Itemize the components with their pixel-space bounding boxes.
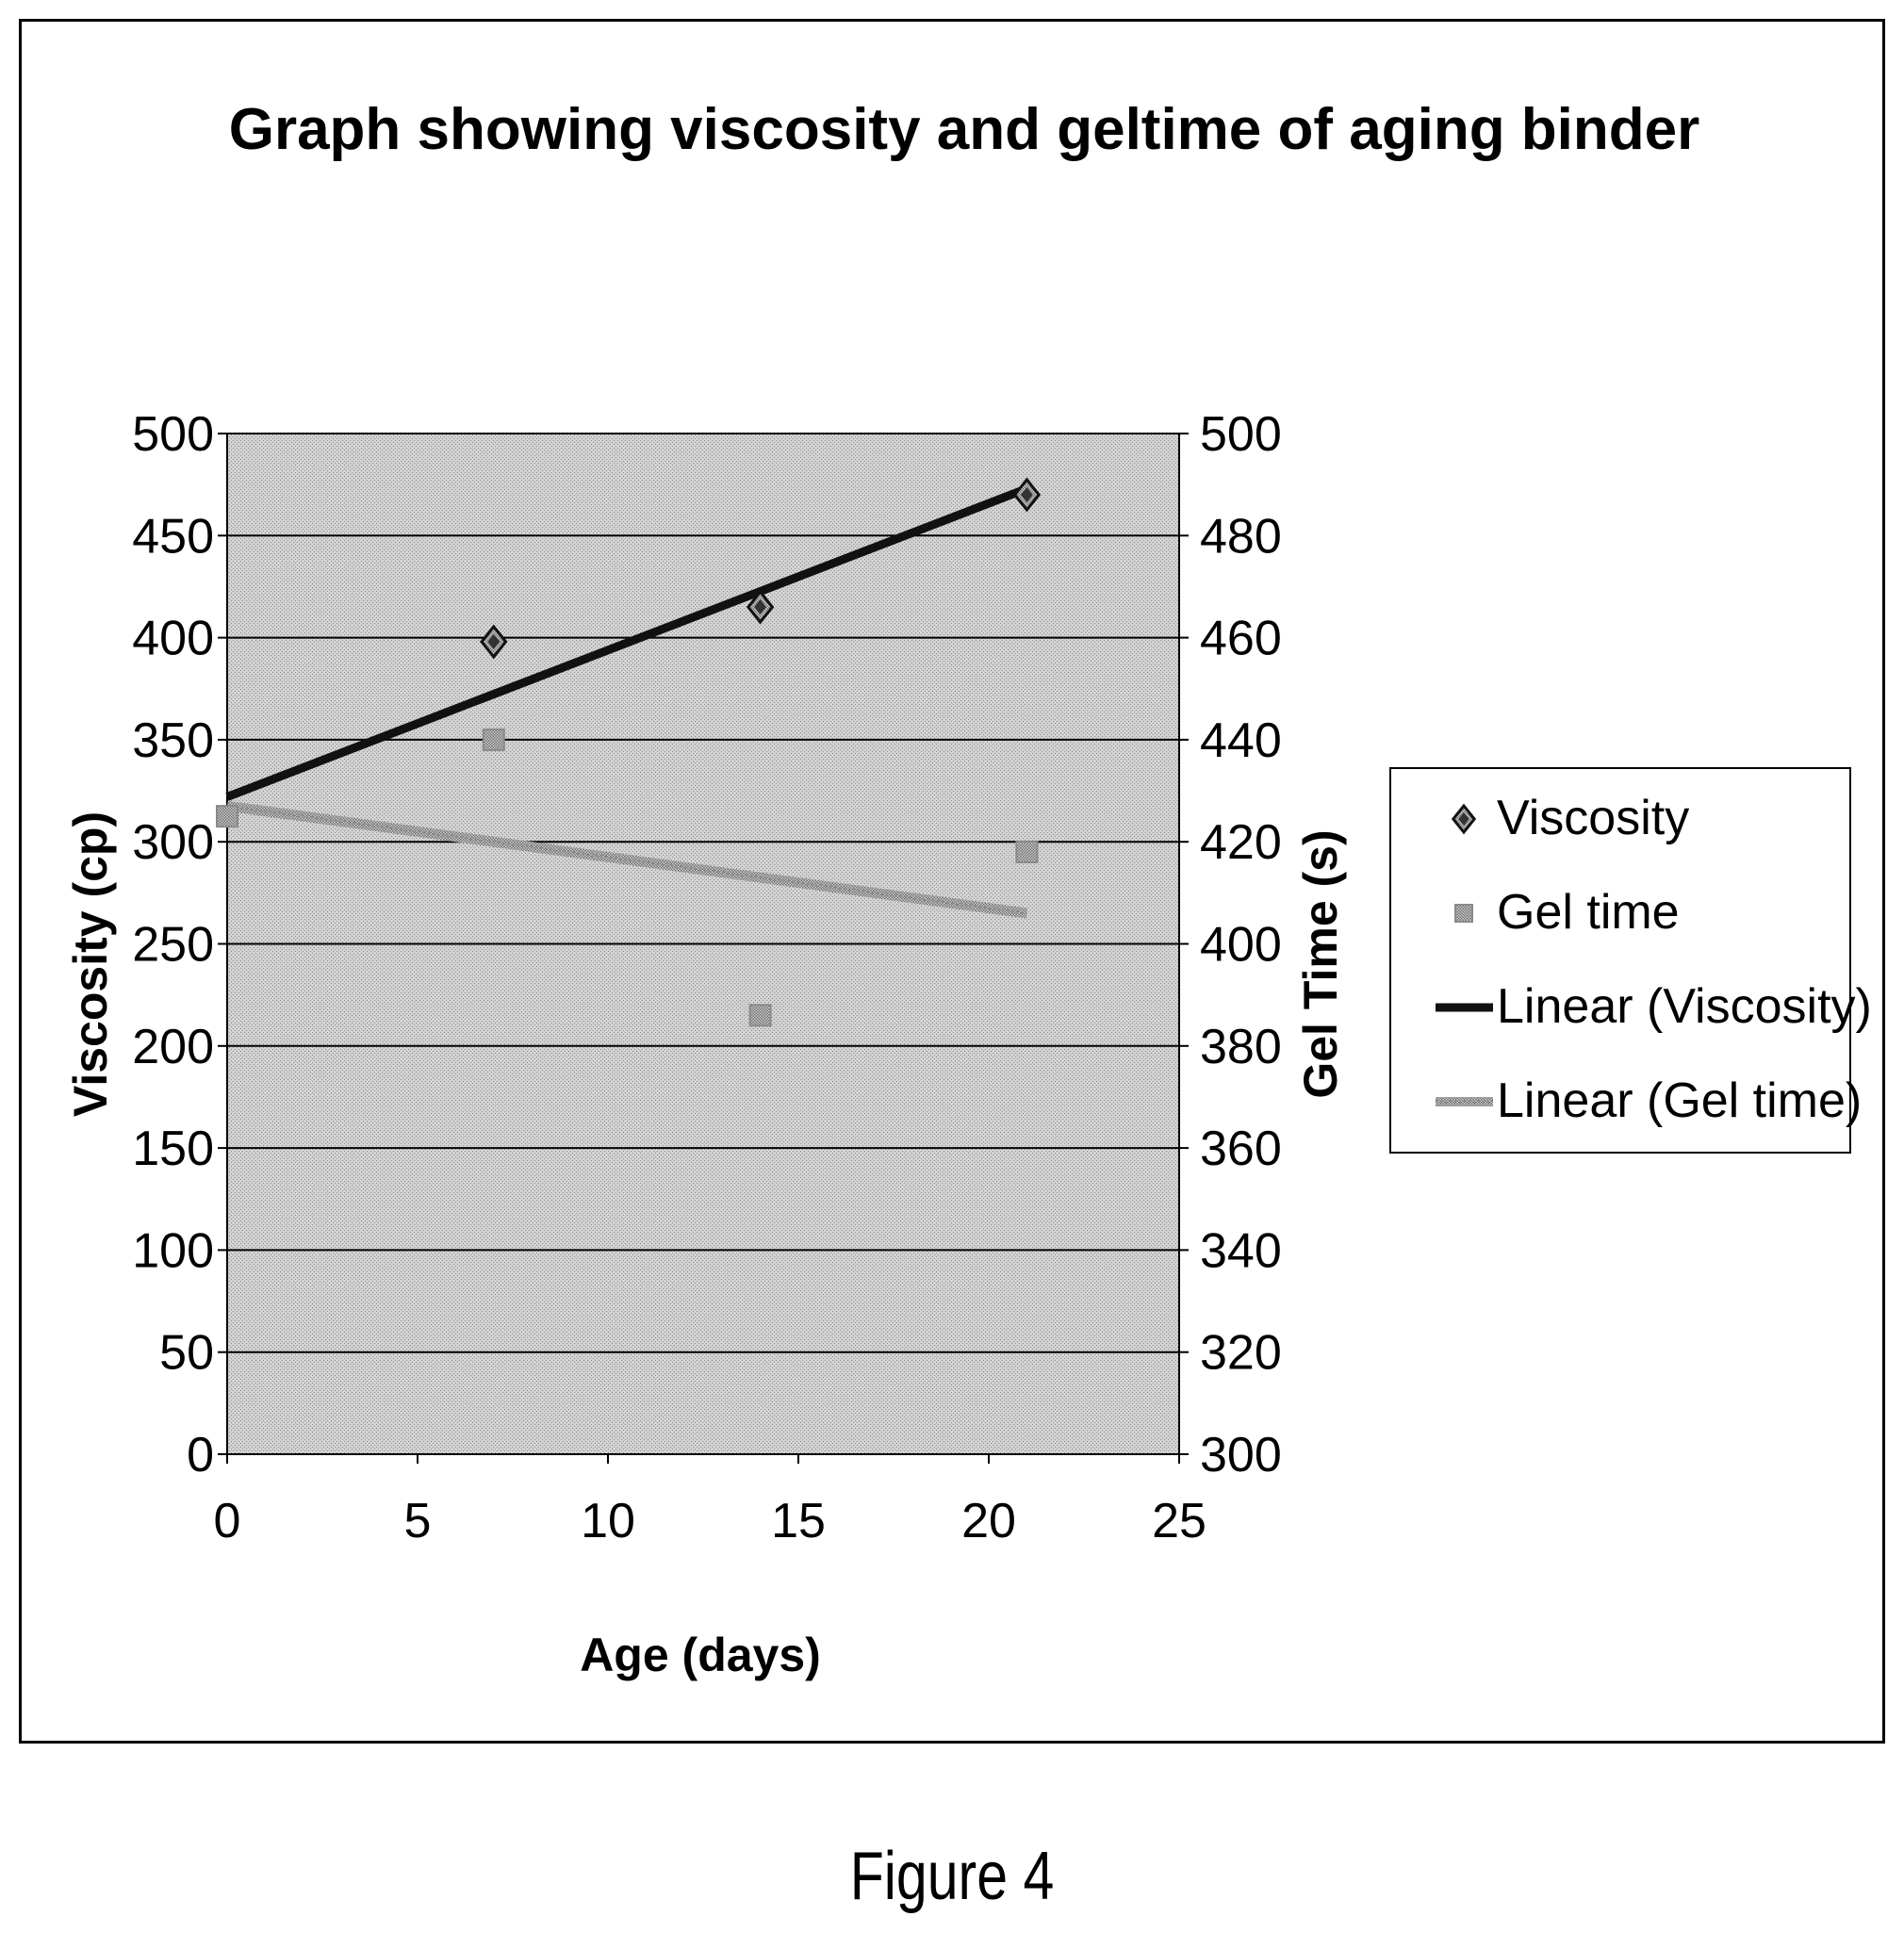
gel-time-point <box>482 728 505 751</box>
y-tick-label: 500 <box>132 407 214 462</box>
x-tick-label: 15 <box>771 1494 826 1548</box>
y2-tick-label: 380 <box>1200 1020 1282 1074</box>
y-axis-title: Viscosity (cp) <box>64 811 117 1117</box>
gel-time-point <box>748 1004 772 1027</box>
trendline-viscosity <box>225 484 1029 801</box>
y-tick-label: 450 <box>132 509 214 564</box>
y-tick-label: 400 <box>132 612 214 666</box>
y2-axis-ticks: 300 320 340 360 380 400 420 440 460 480 500 <box>1179 407 1282 1482</box>
legend: Viscosity Gel time Linear (Viscosity) Linea… <box>1389 767 1872 1154</box>
gel-time-point <box>1015 841 1039 864</box>
data-points <box>216 477 1042 1027</box>
y-tick-label: 200 <box>132 1020 214 1074</box>
y2-tick-label: 420 <box>1200 815 1282 870</box>
y2-tick-label: 440 <box>1200 713 1282 768</box>
chart-svg: Graph showing viscosity and geltime of a… <box>64 97 1872 1681</box>
viscosity-point-core <box>487 633 501 649</box>
legend-label: Viscosity <box>1497 791 1689 845</box>
x-tick-label: 20 <box>961 1494 1016 1548</box>
y2-tick-label: 300 <box>1200 1428 1282 1482</box>
y-tick-label: 0 <box>187 1428 214 1482</box>
viscosity-point-core <box>1021 486 1033 502</box>
y2-tick-label: 360 <box>1200 1122 1282 1176</box>
legend-box <box>1389 767 1851 1154</box>
y2-axis-title: Gel Time (s) <box>1294 829 1347 1098</box>
y-tick-label: 100 <box>132 1223 214 1278</box>
y-tick-label: 250 <box>132 918 214 973</box>
y-tick-label: 350 <box>132 713 214 768</box>
y2-tick-label: 320 <box>1200 1326 1282 1381</box>
chart-frame: Graph showing viscosity and geltime of a… <box>19 19 1885 1744</box>
y-tick-label: 300 <box>132 815 214 870</box>
legend-label: Linear (Gel time) <box>1497 1073 1862 1128</box>
x-tick-label: 10 <box>581 1494 635 1548</box>
trendline-gel-time <box>226 800 1028 919</box>
viscosity-point-core <box>754 599 766 615</box>
legend-label: Gel time <box>1497 885 1680 940</box>
x-axis-title: Age (days) <box>580 1629 821 1681</box>
x-tick-label: 25 <box>1152 1494 1206 1548</box>
x-axis-ticks: 0 5 10 15 20 25 <box>214 1454 1206 1548</box>
y2-tick-label: 400 <box>1200 918 1282 973</box>
legend-viscosity-marker-core <box>1458 812 1469 826</box>
trendlines <box>225 484 1029 919</box>
figure-caption: Figure 4 <box>849 1839 1055 1914</box>
x-tick-label: 0 <box>214 1494 241 1548</box>
legend-gel-time-marker <box>1454 904 1473 923</box>
y-tick-label: 50 <box>159 1326 214 1381</box>
y2-tick-label: 500 <box>1200 407 1282 462</box>
legend-label: Linear (Viscosity) <box>1497 979 1872 1034</box>
y2-tick-label: 460 <box>1200 612 1282 666</box>
y-axis-ticks: 0 50 100 150 200 250 300 350 400 450 500 <box>132 407 227 1482</box>
chart-title: Graph showing viscosity and geltime of a… <box>229 97 1700 162</box>
y2-tick-label: 480 <box>1200 509 1282 564</box>
x-tick-label: 5 <box>404 1494 432 1548</box>
gel-time-point <box>216 805 238 828</box>
y2-tick-label: 340 <box>1200 1223 1282 1278</box>
y-tick-label: 150 <box>132 1122 214 1176</box>
